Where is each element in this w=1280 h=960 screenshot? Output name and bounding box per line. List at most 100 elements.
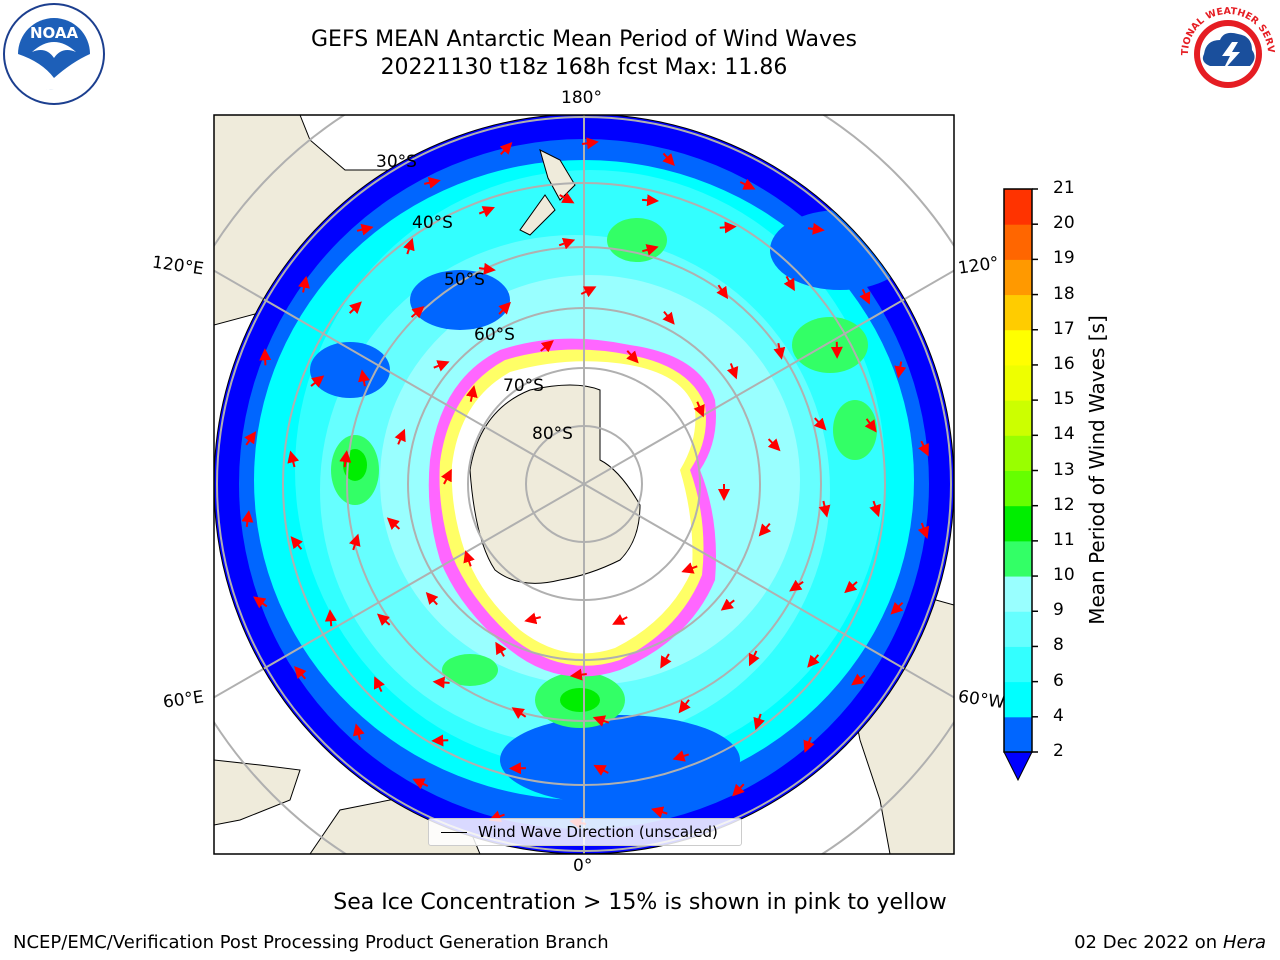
colorbar (1003, 188, 1038, 782)
wind-wave-arrow (298, 275, 310, 293)
noaa-logo: NOAA (3, 3, 105, 105)
colorbar-block (1004, 435, 1032, 471)
wind-wave-arrow (917, 522, 930, 539)
wind-wave-arrow (253, 596, 268, 609)
wind-wave-arrow (918, 440, 929, 457)
wind-wave-arrow (844, 580, 858, 594)
lat-label-50s: 50°S (444, 270, 485, 290)
wind-wave-arrow (642, 244, 659, 256)
wind-wave-arrow (524, 612, 541, 625)
wind-wave-arrow (425, 591, 439, 606)
wind-wave-arrow (592, 715, 610, 727)
wind-wave-arrow (495, 641, 507, 657)
wind-wave-arrow (818, 500, 831, 518)
wind-wave-arrow (660, 653, 672, 669)
colorbar-block (1004, 189, 1032, 225)
wind-wave-arrow (672, 750, 690, 762)
credit-left: NCEP/EMC/Verification Post Processing Pr… (13, 932, 609, 953)
wind-wave-arrow (339, 450, 352, 468)
wind-wave-arrow (807, 654, 820, 668)
wind-wave-arrow (424, 176, 441, 189)
colorbar-tick-label: 16 (1053, 353, 1075, 374)
colorbar-block (1004, 716, 1032, 753)
wind-wave-arrow (410, 305, 425, 319)
wind-wave-arrow (720, 598, 735, 611)
wind-wave-arrow (558, 237, 576, 250)
legend-line-swatch (441, 832, 467, 833)
wind-wave-arrow (642, 194, 660, 207)
colorbar-tick-label: 20 (1053, 213, 1075, 234)
wind-wave-arrow (748, 650, 760, 667)
wind-wave-arrow (511, 707, 527, 719)
lon-label-180: 180° (561, 88, 602, 108)
wind-wave-arrow (358, 369, 370, 387)
wind-wave-arrow (241, 510, 254, 528)
colorbar-block (1004, 364, 1032, 401)
wind-wave-arrow (559, 192, 575, 204)
colorbar-tick-label: 10 (1053, 565, 1075, 586)
colorbar-tick-label: 15 (1053, 389, 1075, 410)
lon-label-0: 0° (573, 856, 593, 876)
lat-label-80s: 80°S (532, 424, 573, 444)
wind-wave-arrow (310, 375, 325, 388)
map-legend: Wind Wave Direction (unscaled) (428, 818, 742, 846)
credit-right: 02 Dec 2022 on Hera (1074, 932, 1266, 953)
wind-wave-arrow (581, 137, 599, 150)
colorbar-tick-label: 2 (1053, 741, 1064, 761)
wind-wave-arrow (851, 673, 866, 686)
wind-wave-arrow (651, 806, 668, 818)
wind-wave-arrow (540, 340, 554, 353)
chart-title: GEFS MEAN Antarctic Mean Period of Wind … (311, 27, 857, 52)
wind-wave-arrow (593, 764, 609, 776)
wind-wave-arrow (716, 284, 729, 300)
nws-logo: NATIONAL WEATHER SERVICE (1176, 2, 1278, 104)
chart-subtitle: 20221130 t18z 168h fcst Max: 11.86 (380, 55, 788, 80)
wind-wave-arrow (440, 468, 452, 485)
colorbar-block (1004, 540, 1032, 577)
lat-label-30s: 30°S (376, 152, 417, 172)
wind-wave-arrow (394, 428, 406, 445)
colorbar-tick-label: 13 (1053, 459, 1075, 480)
wind-wave-arrow (373, 676, 385, 693)
wind-wave-arrow (726, 363, 739, 380)
colorbar-tick-label: 11 (1053, 529, 1075, 550)
wind-wave-arrow (869, 500, 881, 518)
wind-wave-arrow (403, 237, 415, 255)
sea-ice-note: Sea Ice Concentration > 15% is shown in … (333, 890, 947, 915)
colorbar-block (1004, 611, 1032, 647)
wind-wave-arrow (580, 286, 597, 298)
wind-wave-arrow (662, 311, 675, 325)
wind-wave-arrow (803, 736, 815, 753)
wind-wave-arrow (732, 783, 745, 797)
wind-wave-arrow (290, 536, 303, 550)
colorbar-block (1004, 329, 1032, 366)
wind-wave-arrow (352, 723, 365, 741)
colorbar-tick-label: 4 (1053, 705, 1064, 726)
colorbar-tick-label: 12 (1053, 494, 1075, 515)
lat-label-40s: 40°S (412, 213, 453, 233)
wind-wave-arrow (662, 152, 675, 166)
wind-wave-arrow (773, 342, 786, 360)
wind-wave-arrow (432, 676, 450, 689)
colorbar-block (1004, 294, 1032, 331)
colorbar-block (1004, 681, 1032, 718)
wind-wave-arrow (890, 601, 904, 615)
wind-wave-arrow (813, 417, 827, 431)
wind-wave-arrow (681, 562, 698, 574)
wind-wave-arrow (783, 275, 795, 292)
wind-wave-arrow (478, 262, 496, 275)
wind-wave-arrow (488, 810, 505, 822)
colorbar-block (1004, 259, 1032, 296)
colorbar-tick-label: 6 (1053, 670, 1064, 691)
wind-wave-arrow (859, 288, 871, 305)
wind-wave-arrow (626, 350, 639, 364)
colorbar-block (1004, 400, 1032, 436)
colorbar-tick-label: 18 (1053, 283, 1075, 304)
wind-wave-arrow (412, 778, 429, 790)
wind-wave-arrow (807, 222, 825, 235)
wind-wave-arrow (433, 360, 450, 372)
wind-wave-arrow (693, 401, 705, 418)
colorbar-tick-label: 17 (1053, 318, 1075, 339)
wind-wave-arrow (386, 517, 401, 530)
wind-wave-arrow (324, 609, 337, 627)
